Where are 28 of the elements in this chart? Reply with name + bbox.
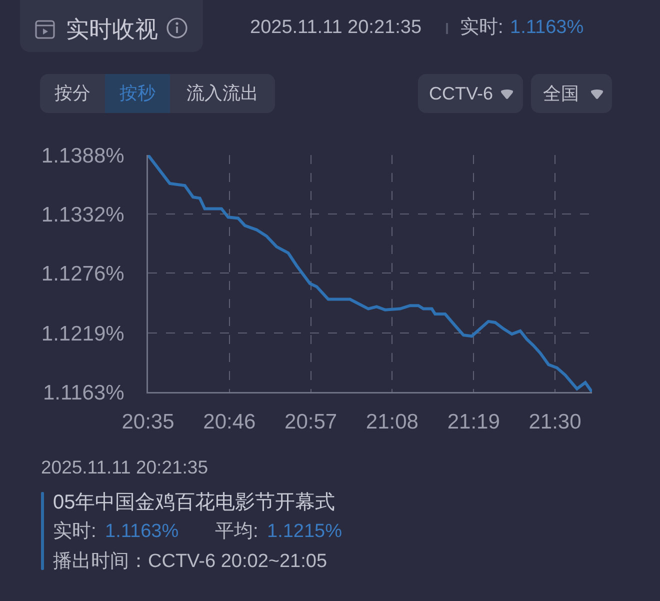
x-tick-label: 20:46 xyxy=(203,410,256,434)
tab-button: 按秒 xyxy=(105,74,170,113)
text: 1.1163% xyxy=(105,521,179,543)
text: 05年中国金鸡百花电影节开幕式 xyxy=(53,492,336,514)
x-tick-label: 20:35 xyxy=(122,410,174,434)
text: 实时: xyxy=(460,17,504,39)
text: 1.1215% xyxy=(267,521,342,543)
x-tick-label: 21:19 xyxy=(447,410,500,434)
text: 平均: xyxy=(215,521,258,543)
y-tick-label: 1.1388% xyxy=(41,144,124,168)
x-tick-label: 20:57 xyxy=(284,410,338,434)
text: CCTV-6 xyxy=(429,84,494,104)
y-tick-label: 1.1219% xyxy=(41,322,124,346)
text: 实时: xyxy=(53,521,96,543)
text: 按分 xyxy=(54,83,90,103)
y-tick-label: 1.1332% xyxy=(41,203,124,226)
text: 全国 xyxy=(543,84,579,104)
x-tick-label: 21:08 xyxy=(366,410,418,434)
x-tick-label: 21:30 xyxy=(528,410,582,434)
text: 1.1163% xyxy=(510,17,584,39)
y-tick-label: 1.1163% xyxy=(42,381,124,404)
text: 播出时间：CCTV-6 20:02~21:05 xyxy=(53,551,328,573)
line-series xyxy=(148,155,592,392)
text: 2025.11.11 20:21:35 xyxy=(250,17,422,39)
chart-title: 实时收视 xyxy=(66,16,158,42)
y-tick-label: 1.1276% xyxy=(41,262,124,286)
text: 2025.11.11 20:21:35 xyxy=(41,456,208,478)
text: 流入流出 xyxy=(186,83,258,103)
